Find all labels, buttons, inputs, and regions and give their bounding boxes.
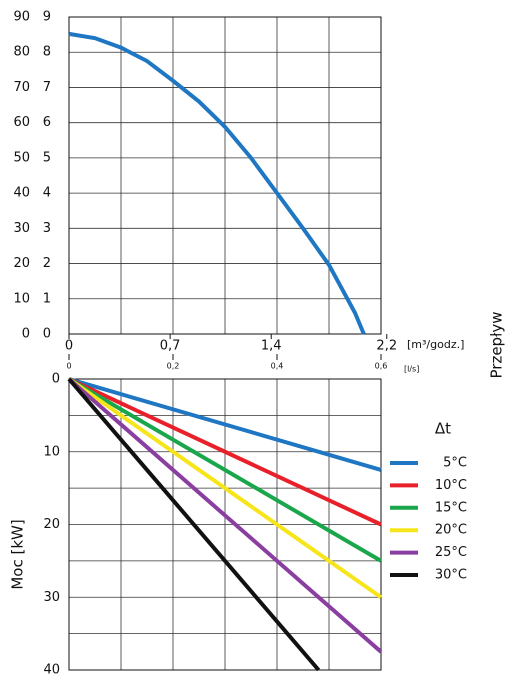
y-tick-label: 40 <box>43 663 60 675</box>
legend-label: 10°C <box>435 478 467 493</box>
y-tick-label: 50 <box>13 150 30 165</box>
y2-tick-label: 2 <box>43 256 51 271</box>
y-tick-label: 80 <box>13 45 30 60</box>
y2-tick-label: 6 <box>43 115 51 130</box>
x-tick-label: 0,2 <box>167 362 180 371</box>
legend-label: 30°C <box>435 568 467 583</box>
series-line <box>68 377 382 527</box>
x2-tick-label: 0 <box>65 339 73 354</box>
y2-tick-label: 0 <box>43 327 51 342</box>
y-tick-label: 10 <box>13 291 30 306</box>
legend-title: Δt <box>435 420 451 438</box>
y-tick-label: 30 <box>43 590 60 605</box>
side-label: Przepływ <box>488 312 506 379</box>
y-axis-label: Moc [kW] <box>9 519 27 589</box>
x-tick-label: 0 <box>66 362 71 371</box>
x-tick-label: 0,4 <box>271 362 284 371</box>
y2-tick-label: 8 <box>43 45 51 60</box>
y-tick-label: 20 <box>13 256 30 271</box>
x2-axis-label: [m³/godz.] <box>407 338 464 351</box>
series-line <box>67 377 321 672</box>
x2-tick-label: 1,4 <box>261 339 282 354</box>
y-tick-label: 60 <box>13 115 30 130</box>
x-tick-label: 0,6 <box>375 362 388 371</box>
y-tick-label: 90 <box>13 10 30 25</box>
x2-tick-label: 2,2 <box>376 339 397 354</box>
legend-label: 5°C <box>443 456 467 471</box>
series-line <box>68 377 382 472</box>
series-line <box>68 31 366 335</box>
series-line <box>67 377 383 654</box>
y2-tick-label: 9 <box>43 10 51 25</box>
y-tick-label: 40 <box>13 186 30 201</box>
legend-label: 20°C <box>435 523 467 538</box>
y2-tick-label: 7 <box>43 80 51 95</box>
y-tick-label: 20 <box>43 517 60 532</box>
y2-tick-label: 4 <box>43 186 51 201</box>
legend-label: 25°C <box>435 545 467 560</box>
x-axis-label: [l/s] <box>404 365 419 374</box>
y-tick-label: 10 <box>43 444 60 459</box>
legend-label: 15°C <box>435 500 467 515</box>
y-tick-label: 0 <box>22 327 30 342</box>
x2-tick-label: 0,7 <box>160 339 181 354</box>
series-line <box>67 377 383 563</box>
y-tick-label: 70 <box>13 80 30 95</box>
series-line <box>67 377 383 599</box>
y2-tick-label: 3 <box>43 221 51 236</box>
y2-tick-label: 1 <box>43 291 51 306</box>
plot-frame <box>68 16 382 335</box>
y-tick-label: 30 <box>13 221 30 236</box>
y-tick-label: 0 <box>52 372 60 387</box>
y2-tick-label: 5 <box>43 150 51 165</box>
